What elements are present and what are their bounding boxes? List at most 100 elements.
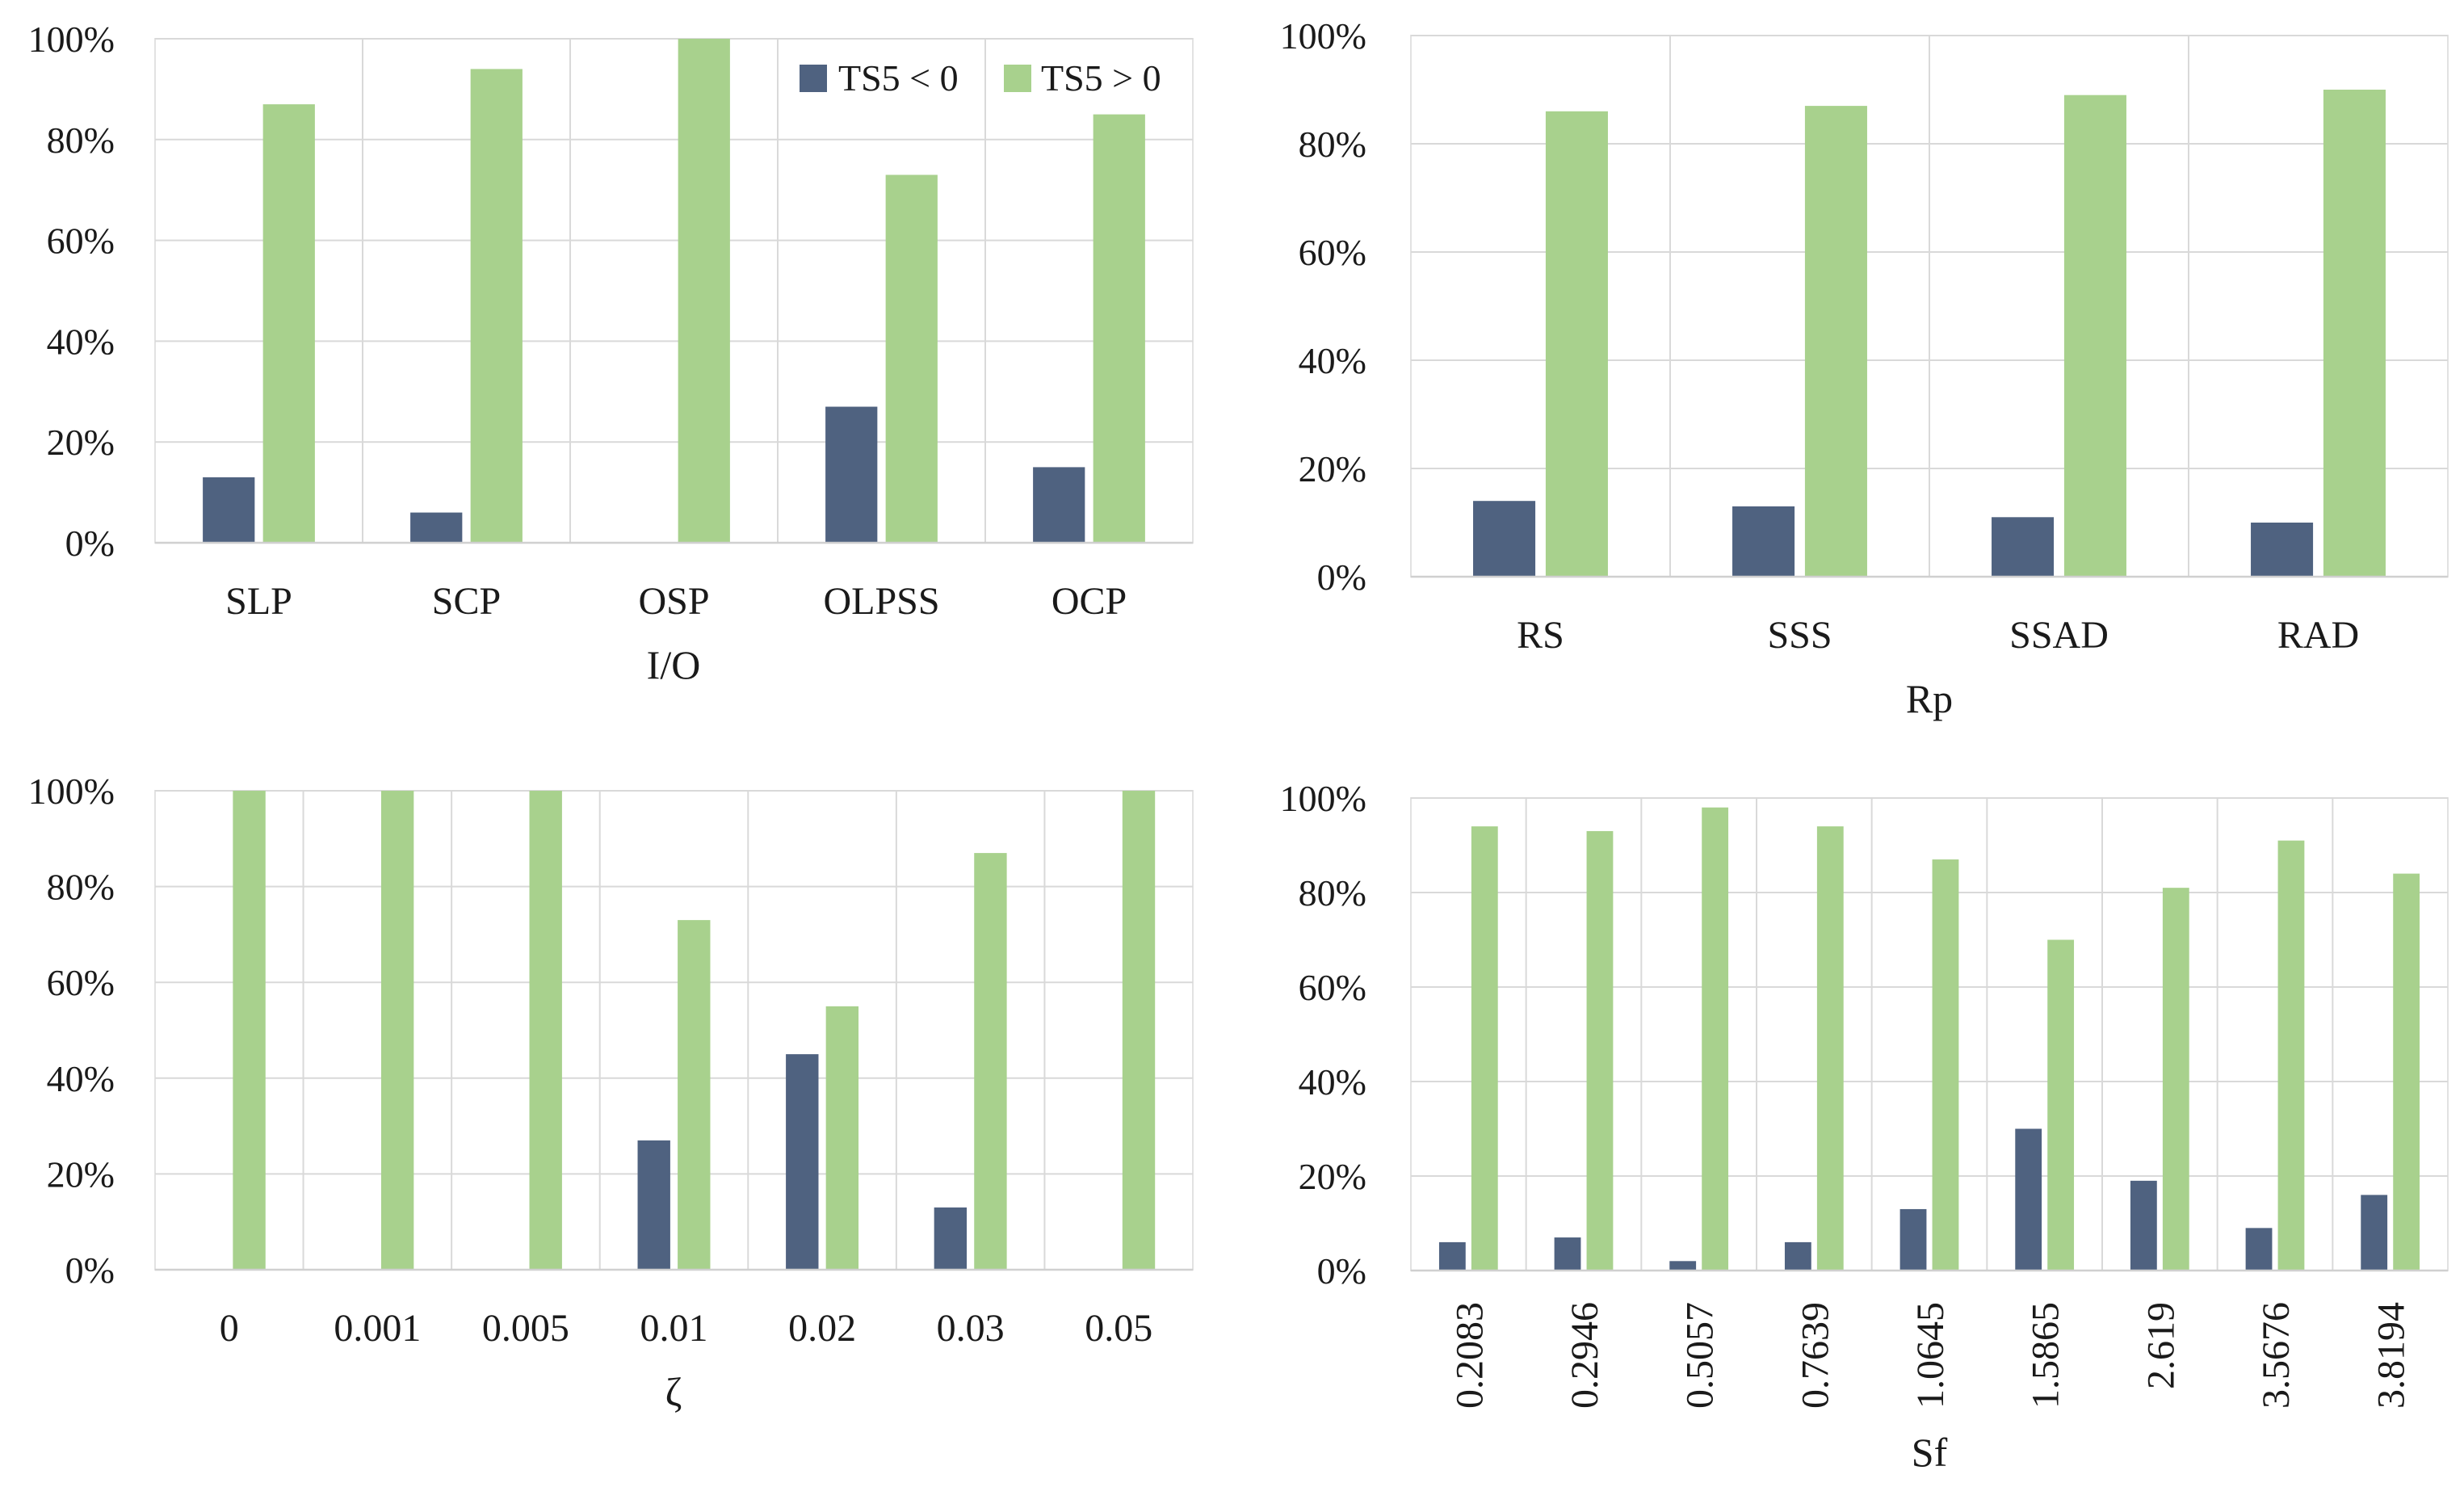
bar-ts5-positive: [262, 104, 315, 543]
bar-ts5-positive: [885, 174, 938, 544]
y-tick-label: 80%: [1299, 124, 1366, 165]
bar-ts5-positive: [1093, 114, 1145, 544]
y-tick-label: 100%: [1280, 778, 1366, 819]
bar-ts5-positive: [1471, 826, 1498, 1271]
y-tick-label: 100%: [28, 19, 115, 60]
x-tick-labels: 0 0.001 0.005 0.01 0.02 0.03 0.05: [220, 1307, 1152, 1350]
plot-area: [154, 790, 1194, 1271]
x-tick-label: 0.02: [788, 1307, 856, 1350]
y-tick-label: 60%: [1299, 967, 1366, 1008]
x-tick-label: 1.0645: [1909, 1302, 1952, 1409]
y-tick-labels: 0% 20% 40% 60% 80% 100%: [28, 771, 115, 1291]
bar-ts5-positive: [2047, 939, 2075, 1271]
bar-ts5-negative: [1033, 467, 1085, 543]
y-tick-label: 80%: [47, 867, 115, 908]
bar-ts5-positive: [2393, 873, 2420, 1271]
bar-ts5-negative: [410, 512, 463, 543]
bar-ts5-positive: [1545, 111, 1608, 578]
y-tick-label: 80%: [1299, 872, 1366, 914]
bar-ts5-negative: [637, 1140, 670, 1270]
bar-ts5-positive: [380, 791, 414, 1270]
x-axis-title: I/O: [647, 642, 701, 687]
bar-ts5-positive: [529, 791, 562, 1270]
x-axis-title: Rp: [1906, 676, 1953, 721]
bar-ts5-negative: [934, 1207, 968, 1270]
bar-ts5-negative: [1669, 1261, 1697, 1271]
bar-ts5-negative: [1473, 501, 1536, 577]
x-tick-label: SSAD: [2009, 614, 2109, 657]
x-tick-label: RS: [1517, 614, 1564, 657]
y-tick-label: 80%: [47, 120, 115, 161]
x-tick-label: SLP: [225, 580, 292, 623]
y-tick-labels: 0% 20% 40% 60% 80% 100%: [28, 19, 115, 564]
x-tick-label: 0.2946: [1564, 1302, 1606, 1409]
y-tick-label: 100%: [1280, 15, 1366, 57]
bar-ts5-positive: [1586, 830, 1614, 1271]
x-tick-label: 0.2083: [1448, 1302, 1491, 1409]
chart-rp: 0% 20% 40% 60% 80% 100% RS SSS SSAD RAD Rp: [1280, 15, 2449, 721]
x-tick-labels: RS SSS SSAD RAD: [1517, 614, 2359, 657]
chart-io: 0% 20% 40% 60% 80% 100% SLP SCP OSP OLPSS OCP I/O…: [28, 19, 1194, 687]
gridlines: [1411, 797, 2448, 1177]
bar-ts5-positive: [825, 1006, 859, 1270]
x-axis-title: ζ: [665, 1369, 682, 1414]
category-separators: [362, 39, 986, 543]
y-tick-label: 40%: [47, 1058, 115, 1099]
legend-swatch-pos: [1004, 65, 1031, 92]
bar-ts5-positive: [2277, 840, 2305, 1271]
bar-ts5-positive: [974, 853, 1007, 1270]
x-axis-title: Sf: [1912, 1430, 1948, 1475]
x-tick-label: 3.8194: [2370, 1302, 2413, 1409]
bar-ts5-negative: [1992, 517, 2055, 577]
y-tick-label: 0%: [1317, 557, 1366, 598]
y-tick-label: 100%: [28, 771, 115, 812]
bar-ts5-positive: [2162, 888, 2189, 1271]
x-tick-label: 0.7639: [1794, 1302, 1836, 1409]
x-tick-label: RAD: [2277, 614, 2359, 657]
legend-label-pos: TS5 > 0: [1041, 57, 1161, 99]
bar-ts5-negative: [1899, 1208, 1927, 1271]
y-tick-labels: 0% 20% 40% 60% 80% 100%: [1280, 15, 1366, 598]
bar-ts5-negative: [1554, 1237, 1581, 1271]
y-tick-label: 60%: [47, 221, 115, 262]
x-tick-label: 2.619: [2139, 1302, 2182, 1389]
bar-ts5-positive: [1932, 859, 1959, 1271]
y-tick-label: 20%: [47, 422, 115, 463]
bar-ts5-positive: [678, 39, 730, 543]
bar-ts5-positive: [1122, 791, 1156, 1270]
y-tick-label: 0%: [65, 523, 115, 564]
x-tick-label: 0: [220, 1307, 239, 1350]
y-tick-label: 40%: [47, 321, 115, 362]
bar-ts5-positive: [1816, 826, 1844, 1271]
bar-ts5-negative: [1784, 1241, 1811, 1271]
y-tick-label: 20%: [47, 1153, 115, 1195]
y-tick-labels: 0% 20% 40% 60% 80% 100%: [1280, 778, 1366, 1292]
x-tick-label: OCP: [1052, 580, 1127, 623]
x-tick-label: 1.5865: [2025, 1302, 2067, 1409]
legend: TS5 < 0 TS5 > 0: [800, 57, 1161, 99]
x-tick-label: 0.01: [640, 1307, 708, 1350]
bar-ts5-positive: [233, 791, 266, 1270]
y-tick-label: 20%: [1299, 1156, 1366, 1197]
legend-swatch-neg: [800, 65, 827, 92]
gridlines: [155, 790, 1193, 1175]
x-tick-label: SCP: [432, 580, 501, 623]
bar-ts5-negative: [2130, 1180, 2157, 1271]
y-tick-label: 40%: [1299, 1061, 1366, 1103]
bars: [1411, 807, 2448, 1272]
gridlines: [155, 38, 1193, 443]
bar-ts5-positive: [470, 69, 523, 543]
bar-ts5-negative: [2015, 1128, 2042, 1271]
x-tick-label: 0.001: [334, 1307, 421, 1350]
bar-ts5-negative: [203, 477, 255, 543]
y-tick-label: 20%: [1299, 448, 1366, 489]
x-tick-label: SSS: [1767, 614, 1832, 657]
x-tick-label: OSP: [638, 580, 709, 623]
x-tick-labels: 0.2083 0.2946 0.5057 0.7639 1.0645 1.5865 2.61…: [1448, 1302, 2412, 1409]
y-tick-label: 40%: [1299, 340, 1366, 381]
bars: [155, 39, 1193, 544]
bar-ts5-negative: [2251, 523, 2314, 577]
bar-ts5-negative: [1438, 1241, 1466, 1271]
x-tick-labels: SLP SCP OSP OLPSS OCP: [225, 580, 1127, 623]
